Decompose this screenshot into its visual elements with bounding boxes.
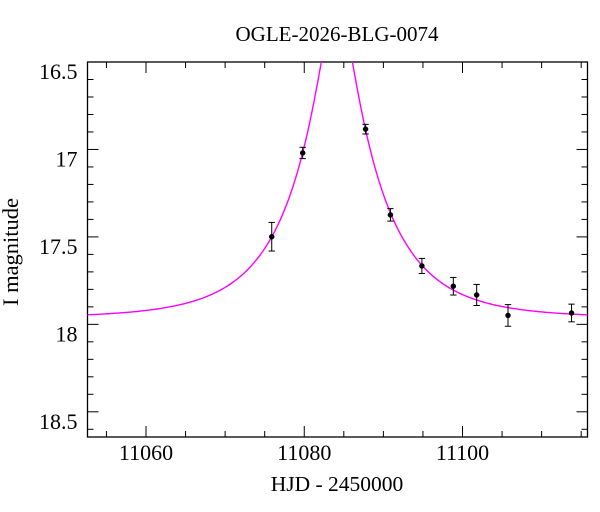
svg-text:OGLE-2026-BLG-0074: OGLE-2026-BLG-0074 — [236, 22, 439, 46]
svg-text:16.5: 16.5 — [39, 59, 78, 84]
svg-text:18.5: 18.5 — [39, 409, 78, 434]
svg-text:HJD - 2450000: HJD - 2450000 — [271, 472, 404, 496]
svg-text:17.5: 17.5 — [39, 234, 78, 259]
svg-text:11080: 11080 — [277, 440, 331, 465]
svg-text:18: 18 — [56, 321, 78, 346]
svg-text:I magnitude: I magnitude — [0, 198, 23, 306]
svg-text:11060: 11060 — [119, 440, 173, 465]
svg-text:17: 17 — [56, 146, 78, 171]
svg-text:11100: 11100 — [436, 440, 489, 465]
